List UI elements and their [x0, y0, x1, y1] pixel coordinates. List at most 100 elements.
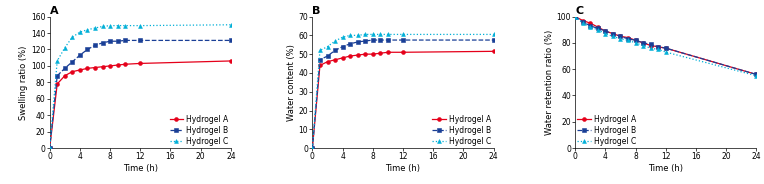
Hydrogel C [489, 33, 498, 36]
Hydrogel A [45, 147, 54, 149]
Hydrogel A [399, 51, 408, 53]
Hydrogel A [489, 50, 498, 52]
Hydrogel C [45, 147, 54, 149]
Hydrogel A [368, 53, 377, 55]
Hydrogel B [601, 30, 610, 32]
Hydrogel A [105, 65, 115, 67]
Hydrogel C [121, 24, 130, 27]
Hydrogel A [53, 83, 62, 85]
Hydrogel C [399, 33, 408, 36]
Legend: Hydrogel A, Hydrogel B, Hydrogel C: Hydrogel A, Hydrogel B, Hydrogel C [432, 114, 492, 147]
Hydrogel B [45, 147, 54, 149]
Hydrogel B [338, 45, 347, 48]
Hydrogel A [646, 44, 656, 47]
Hydrogel C [639, 44, 648, 47]
Hydrogel C [136, 24, 145, 27]
Hydrogel B [68, 61, 77, 63]
Hydrogel A [226, 60, 235, 62]
Hydrogel B [586, 25, 595, 27]
Hydrogel B [646, 43, 656, 45]
Hydrogel B [639, 42, 648, 44]
Hydrogel B [323, 55, 332, 57]
Hydrogel C [98, 25, 107, 28]
Hydrogel A [323, 61, 332, 63]
Hydrogel B [376, 39, 385, 41]
Legend: Hydrogel A, Hydrogel B, Hydrogel C: Hydrogel A, Hydrogel B, Hydrogel C [577, 114, 637, 147]
Hydrogel C [586, 26, 595, 28]
Hydrogel C [616, 38, 625, 40]
Hydrogel A [631, 39, 640, 41]
Hydrogel B [353, 41, 362, 43]
Hydrogel C [316, 49, 325, 52]
Hydrogel B [578, 21, 588, 23]
Hydrogel C [368, 33, 377, 36]
Hydrogel A [76, 69, 85, 71]
Hydrogel C [654, 48, 663, 51]
X-axis label: Time (h): Time (h) [649, 164, 683, 173]
Hydrogel B [608, 33, 617, 35]
Hydrogel C [113, 24, 122, 27]
Hydrogel A [83, 67, 92, 70]
Hydrogel C [68, 36, 77, 38]
Legend: Hydrogel A, Hydrogel B, Hydrogel C: Hydrogel A, Hydrogel B, Hydrogel C [169, 114, 229, 147]
Y-axis label: Water content (%): Water content (%) [286, 44, 296, 121]
Line: Hydrogel B: Hydrogel B [310, 38, 496, 150]
Hydrogel A [661, 47, 670, 49]
Hydrogel B [571, 15, 580, 18]
Hydrogel C [384, 33, 393, 36]
Hydrogel A [90, 66, 99, 69]
Hydrogel A [608, 33, 617, 35]
Hydrogel A [571, 15, 580, 18]
Hydrogel A [345, 55, 354, 57]
Line: Hydrogel B: Hydrogel B [47, 38, 233, 150]
Hydrogel B [136, 39, 145, 42]
Hydrogel A [639, 42, 648, 44]
Hydrogel C [631, 42, 640, 44]
Hydrogel C [226, 24, 235, 26]
Hydrogel C [60, 47, 70, 49]
Hydrogel A [623, 36, 633, 39]
X-axis label: Time (h): Time (h) [123, 164, 157, 173]
Y-axis label: Water retention ratio (%): Water retention ratio (%) [545, 30, 554, 135]
Hydrogel C [361, 33, 370, 36]
Hydrogel C [593, 29, 602, 31]
Hydrogel A [60, 75, 70, 77]
Hydrogel B [489, 39, 498, 41]
Line: Hydrogel A: Hydrogel A [310, 49, 496, 150]
Hydrogel A [316, 64, 325, 67]
Hydrogel A [68, 70, 77, 73]
Hydrogel B [616, 35, 625, 37]
Hydrogel A [136, 62, 145, 65]
Hydrogel B [98, 42, 107, 44]
Hydrogel B [654, 46, 663, 48]
Hydrogel A [601, 30, 610, 32]
Hydrogel A [593, 26, 602, 28]
Line: Hydrogel C: Hydrogel C [47, 23, 233, 150]
Line: Hydrogel A: Hydrogel A [573, 15, 759, 76]
Hydrogel C [76, 31, 85, 33]
Hydrogel B [83, 48, 92, 51]
Hydrogel C [345, 34, 354, 36]
Hydrogel B [226, 39, 235, 42]
Hydrogel A [308, 147, 317, 149]
X-axis label: Time (h): Time (h) [386, 164, 420, 173]
Hydrogel B [60, 67, 70, 70]
Text: A: A [50, 6, 58, 16]
Hydrogel C [601, 33, 610, 35]
Hydrogel A [121, 63, 130, 65]
Line: Hydrogel A: Hydrogel A [47, 59, 233, 150]
Hydrogel B [90, 44, 99, 46]
Hydrogel C [353, 34, 362, 36]
Hydrogel A [578, 19, 588, 22]
Hydrogel C [83, 29, 92, 31]
Hydrogel B [752, 73, 761, 76]
Hydrogel A [113, 64, 122, 66]
Hydrogel A [752, 73, 761, 76]
Hydrogel B [113, 40, 122, 42]
Hydrogel C [578, 22, 588, 24]
Line: Hydrogel C: Hydrogel C [573, 15, 759, 78]
Hydrogel C [752, 75, 761, 77]
Hydrogel C [338, 36, 347, 38]
Hydrogel B [361, 40, 370, 42]
Hydrogel C [661, 51, 670, 53]
